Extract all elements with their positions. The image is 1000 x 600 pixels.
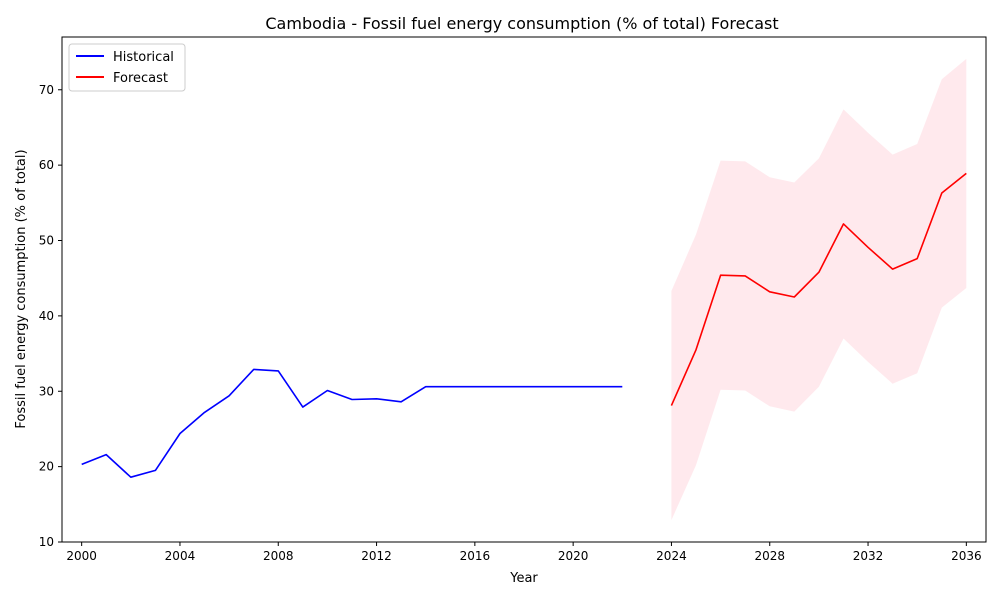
- legend: Historical Forecast: [68, 43, 186, 92]
- legend-label-historical: Historical: [113, 50, 174, 65]
- x-tick-label: 2004: [165, 549, 196, 563]
- y-tick-label: 20: [39, 460, 54, 474]
- x-tick-label: 2028: [754, 549, 785, 563]
- y-tick-label: 40: [39, 309, 54, 323]
- y-axis: 10 20 30 40 50 60 70: [39, 83, 62, 549]
- x-tick-label: 2000: [66, 549, 97, 563]
- x-axis-title: Year: [509, 571, 538, 586]
- legend-label-forecast: Forecast: [113, 71, 168, 86]
- x-tick-label: 2024: [656, 549, 687, 563]
- y-tick-label: 60: [39, 158, 54, 172]
- chart-title: Cambodia - Fossil fuel energy consumptio…: [265, 14, 778, 33]
- y-tick-label: 30: [39, 384, 54, 398]
- x-tick-label: 2012: [361, 549, 392, 563]
- x-tick-label: 2020: [558, 549, 589, 563]
- x-tick-label: 2036: [951, 549, 982, 563]
- y-axis-title: Fossil fuel energy consumption (% of tot…: [14, 149, 29, 428]
- plot-frame: [61, 36, 987, 543]
- series-line-historical: [81, 368, 623, 479]
- y-tick-label: 50: [39, 234, 54, 248]
- series-layer: [81, 172, 967, 479]
- series-line-forecast: [670, 172, 967, 406]
- confidence-band-layer: [671, 58, 967, 521]
- x-axis: 2000 2004 2008 2012 2016 2020 2024 2028 2032 2036: [66, 542, 982, 563]
- x-tick-label: 2032: [853, 549, 884, 563]
- x-tick-label: 2008: [263, 549, 294, 563]
- x-tick-label: 2016: [460, 549, 491, 563]
- y-tick-label: 10: [39, 535, 54, 549]
- y-tick-label: 70: [39, 83, 54, 97]
- confidence-band: [671, 58, 967, 521]
